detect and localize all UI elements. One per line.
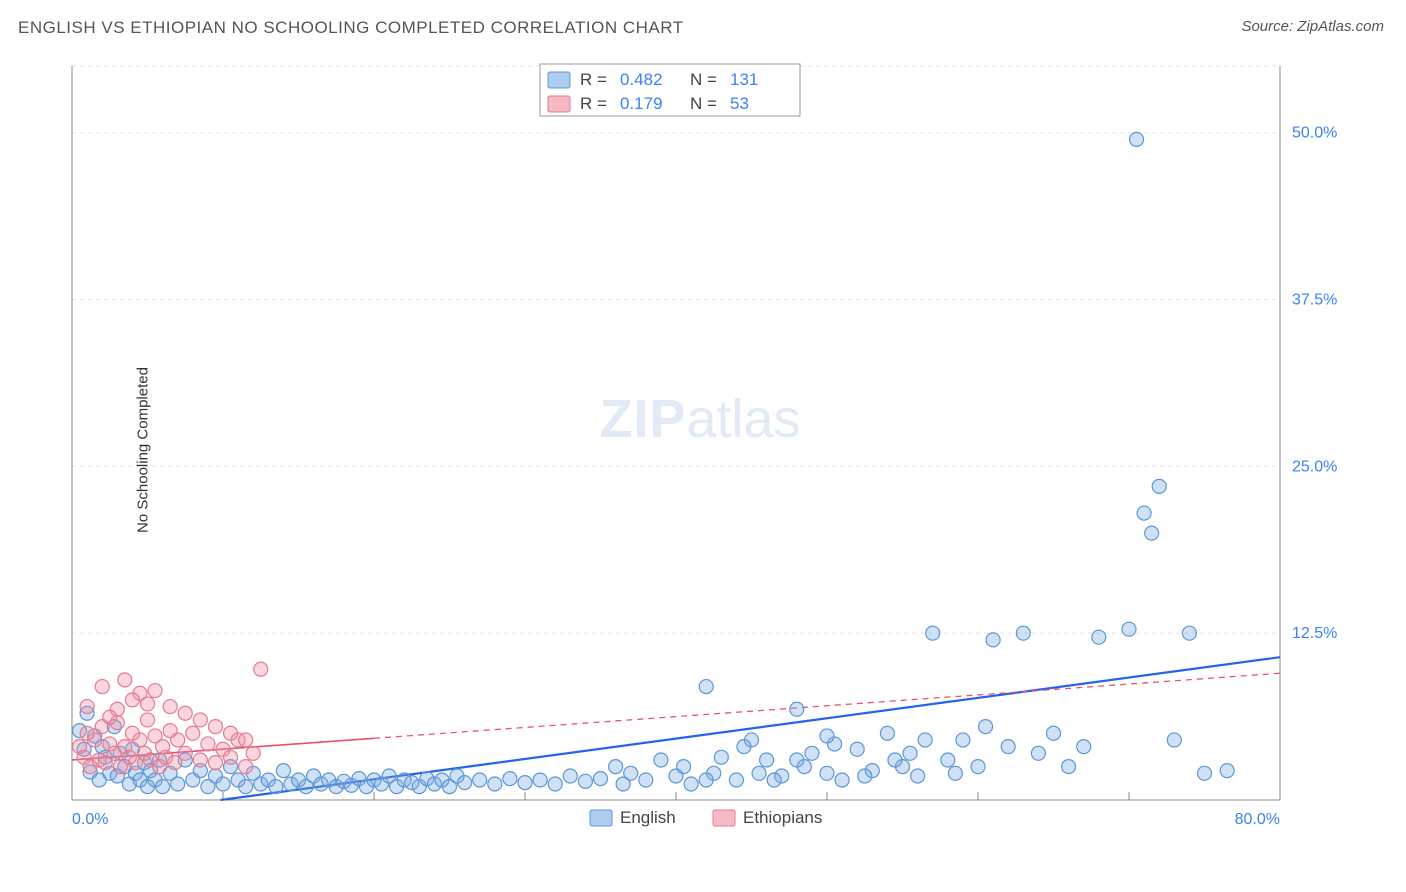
scatter-plot: No Schooling Completed ZIPatlas 12.5%25.…: [50, 60, 1350, 840]
svg-text:25.0%: 25.0%: [1292, 458, 1337, 475]
chart-canvas: 12.5% 25.0% 37.5% 50.0% 0.0% 80.0% R = 0.482 N =…: [50, 60, 1350, 840]
svg-text:N =: N =: [690, 70, 717, 89]
chart-title: ENGLISH VS ETHIOPIAN NO SCHOOLING COMPLE…: [18, 18, 684, 38]
y-axis-label: No Schooling Completed: [134, 367, 151, 533]
svg-text:37.5%: 37.5%: [1292, 292, 1337, 309]
svg-text:English: English: [620, 808, 676, 827]
svg-text:80.0%: 80.0%: [1235, 811, 1280, 828]
svg-text:0.0%: 0.0%: [72, 811, 108, 828]
svg-text:R =: R =: [580, 70, 607, 89]
svg-text:R =: R =: [580, 94, 607, 113]
svg-text:Ethiopians: Ethiopians: [743, 808, 822, 827]
svg-text:0.179: 0.179: [620, 94, 663, 113]
svg-text:N =: N =: [690, 94, 717, 113]
source-attribution: Source: ZipAtlas.com: [1241, 18, 1384, 35]
svg-text:0.482: 0.482: [620, 70, 663, 89]
svg-text:131: 131: [730, 70, 758, 89]
svg-text:53: 53: [730, 94, 749, 113]
svg-text:50.0%: 50.0%: [1292, 125, 1337, 142]
svg-text:12.5%: 12.5%: [1292, 625, 1337, 642]
